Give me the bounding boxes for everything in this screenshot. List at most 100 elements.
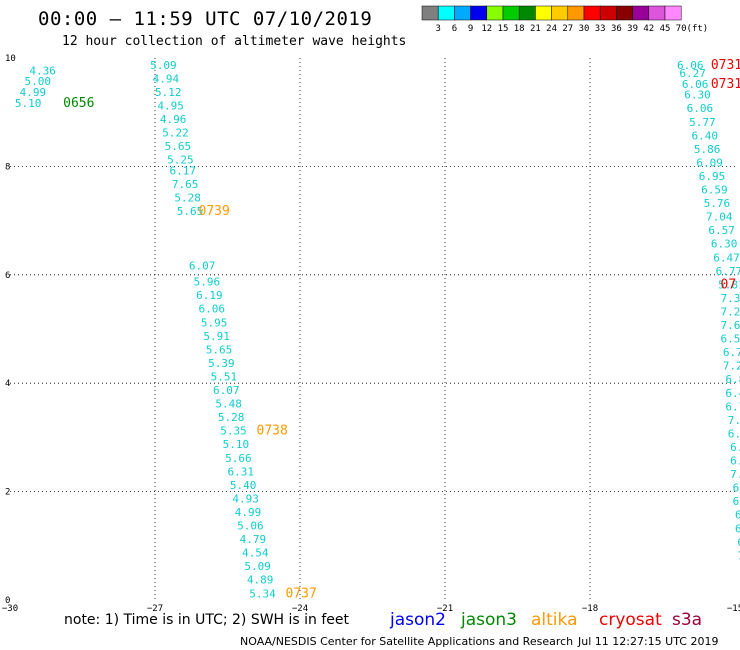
swh-value: 5.28: [218, 411, 245, 424]
swh-value: 5.65: [177, 205, 204, 218]
swh-value: 5.28: [174, 192, 201, 205]
colorbar-label: 21: [530, 24, 541, 34]
swh-value: 6.07: [189, 259, 216, 272]
x-tick-label: −24: [292, 604, 308, 614]
swh-value: 6.06: [687, 102, 714, 115]
swh-value: 5.06: [237, 520, 264, 533]
colorbar-label: (ft): [687, 24, 709, 34]
swh-value: 6.09: [696, 156, 723, 169]
swh-value: 5.34: [249, 587, 276, 600]
colorbar-swatch: [567, 5, 585, 21]
chart-subtitle: 12 hour collection of altimeter wave hei…: [62, 34, 407, 49]
colorbar-swatch: [616, 5, 633, 21]
swh-value: 7.23: [723, 360, 740, 373]
colorbar-swatch: [664, 5, 682, 21]
swh-value: 6.06: [199, 303, 226, 316]
legend-item-jason2: jason2: [390, 610, 446, 630]
swh-value: 5.35: [220, 425, 247, 438]
footer-note: note: 1) Time is in UTC; 2) SWH is in fe…: [64, 612, 350, 628]
credit-time: Jul 11 12:27:15 UTC 2019: [578, 635, 719, 648]
swh-value: 5.86: [694, 143, 721, 156]
swh-value: 4.93: [232, 492, 258, 505]
legend-item-altika: altika: [531, 610, 578, 630]
legend-item-s3a: s3a: [672, 610, 703, 630]
colorbar-label: 39: [627, 24, 638, 34]
track-time-label: 0737: [286, 586, 317, 601]
swh-value: 6.51: [733, 482, 740, 495]
swh-value: 5.66: [225, 452, 252, 465]
colorbar-label: 6: [452, 24, 457, 34]
data-points: 4.365.004.995.105.094.945.124.954.965.22…: [15, 59, 740, 600]
swh-value: 5.25: [167, 154, 194, 167]
swh-value: 4.54: [242, 547, 269, 560]
swh-value: 6.50: [730, 441, 740, 454]
y-tick-label: 10: [5, 54, 16, 64]
swh-value: 4.96: [160, 113, 187, 126]
colorbar-label: 3: [435, 24, 440, 34]
track-labels: 0656 0739 0738 0737 0731 0731 07: [63, 58, 740, 601]
swh-value: 6.77: [716, 265, 740, 278]
chart-title: 00:00 – 11:59 UTC 07/10/2019: [38, 8, 373, 30]
swh-value: 5.10: [15, 97, 42, 110]
track-time-label: 0739: [199, 204, 230, 219]
swh-value: 6.80: [725, 373, 740, 386]
x-tick-label: −21: [437, 604, 453, 614]
swh-value: 5.22: [162, 127, 189, 140]
colorbar-label: 42: [643, 24, 654, 34]
swh-value: 6.07: [213, 384, 240, 397]
colorbar-swatch: [518, 5, 536, 21]
swh-value: 5.77: [689, 116, 716, 129]
colorbar-swatch: [632, 5, 650, 21]
swh-value: 6.47: [713, 251, 740, 264]
swh-value: 7.28: [721, 305, 740, 318]
swh-value: 7.04: [706, 211, 733, 224]
colorbar-label: 36: [611, 24, 622, 34]
x-tick-label: −27: [147, 604, 163, 614]
colorbar-label: 9: [468, 24, 473, 34]
swh-value: 7.10: [737, 549, 740, 562]
colorbar-swatch: [599, 5, 617, 21]
swh-value: 5.65: [206, 343, 233, 356]
swh-value: 4.89: [247, 574, 273, 587]
swh-value: 7.65: [172, 178, 199, 191]
swh-value: 4.79: [240, 533, 266, 546]
swh-value: 5.09: [150, 59, 177, 72]
colorbar-swatch: [470, 5, 488, 21]
axes: −30 −27 −24 −21 −18 −15 0 2 4 6 8 10: [2, 54, 740, 614]
swh-value: 6.17: [170, 165, 197, 178]
swh-value: 6.30: [711, 238, 738, 251]
x-tick-label: −30: [2, 604, 18, 614]
y-tick-label: 2: [5, 488, 10, 498]
swh-value: 6.19: [196, 289, 223, 302]
swh-value: 6.40: [692, 129, 719, 142]
track-time-label: 0731: [711, 58, 740, 73]
colorbar-swatch: [648, 5, 666, 21]
colorbar-swatch: [583, 5, 601, 21]
colorbar-label: 15: [498, 24, 509, 34]
swh-value: 6.30: [684, 89, 711, 102]
swh-value: 4.99: [235, 506, 262, 519]
colorbar-swatch: [535, 5, 552, 21]
swh-value: 7.68: [721, 319, 740, 332]
colorbar-swatch: [437, 5, 455, 21]
y-tick-label: 4: [5, 379, 10, 389]
swh-value: 4.94: [153, 72, 180, 85]
swh-value: 4.95: [157, 99, 184, 112]
y-tick-label: 0: [5, 596, 10, 606]
swh-value: 6.57: [721, 333, 740, 346]
colorbar-label: 18: [514, 24, 525, 34]
colorbar-label: 24: [546, 24, 557, 34]
swh-value: 6.73: [723, 346, 740, 359]
swh-value: 7.04: [728, 414, 740, 427]
swh-value: 6.81: [733, 495, 740, 508]
swh-value: 5.10: [223, 438, 250, 451]
swh-value: 5.91: [203, 330, 230, 343]
colorbar-label: 12: [481, 24, 492, 34]
colorbar-label: 70: [676, 24, 687, 34]
y-tick-label: 6: [5, 271, 10, 281]
swh-value: 6.06: [677, 59, 704, 72]
colorbar-swatch: [421, 5, 439, 21]
swh-value: 6.21: [735, 522, 740, 535]
swh-value: 6.76: [725, 400, 740, 413]
